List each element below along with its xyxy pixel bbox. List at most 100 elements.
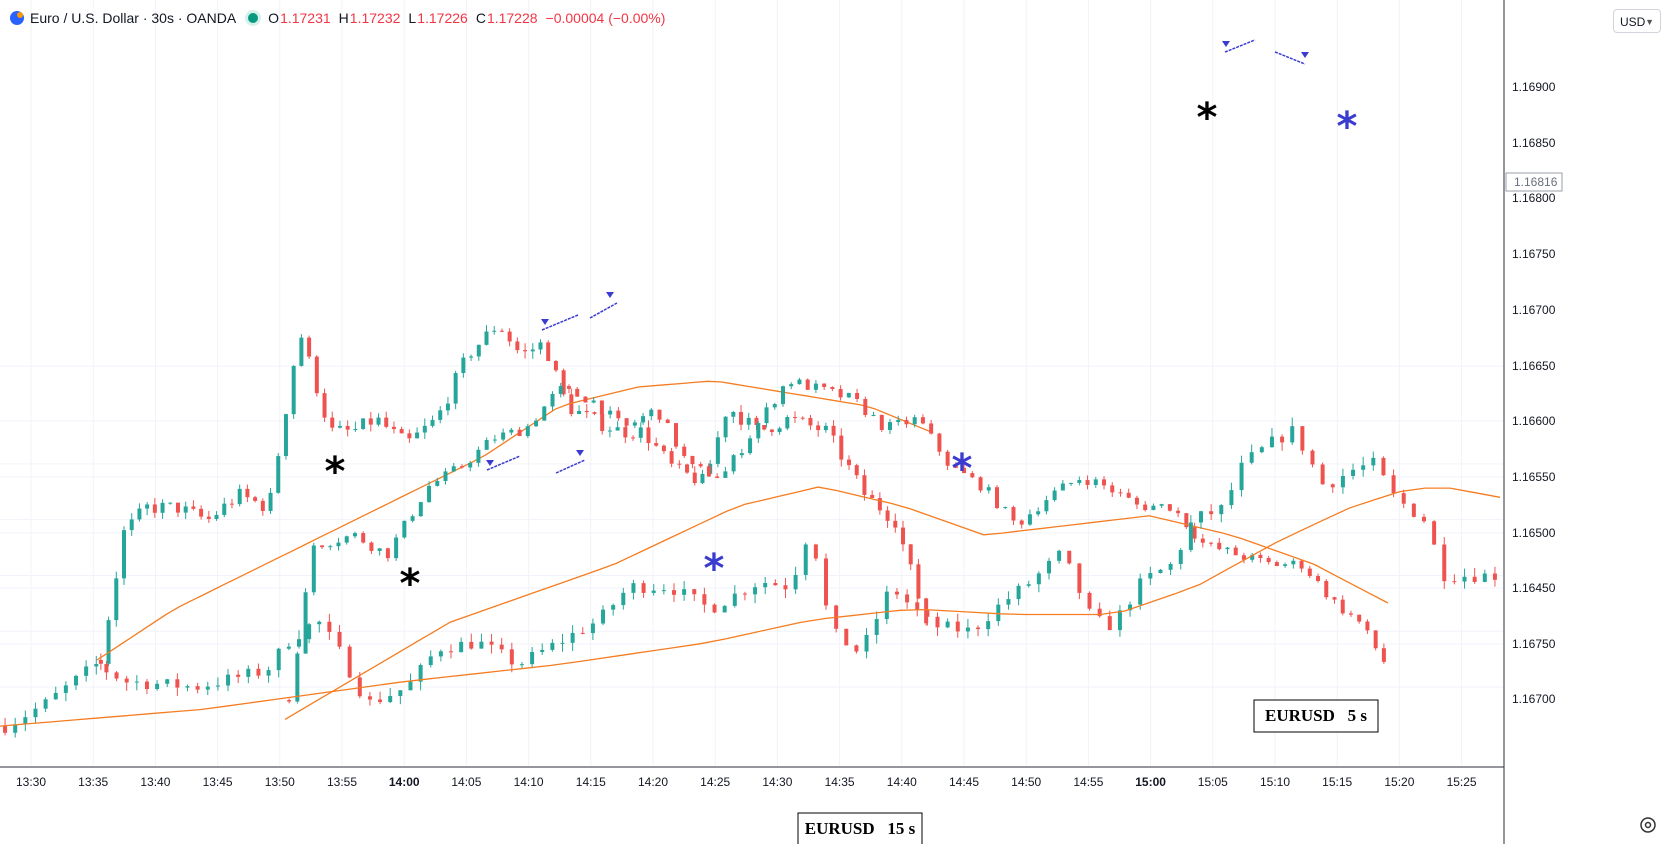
candle <box>1117 610 1122 631</box>
candle <box>1138 578 1143 605</box>
candle <box>962 467 967 474</box>
candle <box>884 591 889 620</box>
candle <box>1348 613 1353 615</box>
candle <box>607 430 612 432</box>
time-axis-label: 14:35 <box>825 775 855 789</box>
chart-panel-eurusd-5s <box>284 377 1389 720</box>
candle <box>459 641 464 653</box>
candle <box>822 383 827 387</box>
candle <box>692 589 697 595</box>
candle <box>1258 554 1263 559</box>
candle <box>904 419 909 425</box>
candle <box>1225 547 1230 550</box>
candle <box>570 632 575 643</box>
candle <box>862 475 867 495</box>
symbol-header: Euro / U.S. Dollar · 30s · OANDA O 1.172… <box>8 8 673 28</box>
candle <box>1093 479 1098 485</box>
candle <box>1097 608 1102 617</box>
trend-arrow-line <box>486 455 521 471</box>
candle <box>1069 482 1074 484</box>
candle <box>601 609 606 624</box>
candle <box>507 331 512 342</box>
symbol-title[interactable]: Euro / U.S. Dollar · 30s · OANDA <box>30 10 237 26</box>
candle <box>599 400 604 415</box>
candle <box>1307 568 1312 577</box>
candle <box>698 464 703 467</box>
candle <box>1003 507 1008 509</box>
candle <box>476 449 481 463</box>
price-axis-label: 1.16500 <box>1512 526 1556 540</box>
overlay-box-15s-label: EURUSD 15 s <box>805 819 916 838</box>
candle <box>715 476 720 478</box>
candle <box>1357 614 1362 622</box>
candle <box>623 427 628 438</box>
price-axis-label: 1.16750 <box>1512 637 1556 651</box>
candle <box>830 386 835 389</box>
candle <box>344 536 349 543</box>
candle <box>246 668 251 677</box>
asterisk-marker-black: * <box>325 449 346 495</box>
candle <box>854 645 859 652</box>
price-axis-label: 1.16800 <box>1512 191 1556 205</box>
candle <box>877 498 882 511</box>
candle <box>407 433 412 439</box>
candle <box>844 628 849 646</box>
candle <box>864 634 869 652</box>
open-label: O <box>268 10 280 26</box>
candle <box>1126 492 1131 498</box>
time-axis-label: 14:55 <box>1073 775 1103 789</box>
candle <box>1373 630 1378 649</box>
candle <box>394 537 399 559</box>
candle <box>33 708 38 718</box>
candle <box>428 656 433 666</box>
candle <box>295 653 300 702</box>
candle <box>824 558 829 606</box>
price-axis-label: 1.16900 <box>1512 80 1556 94</box>
candle <box>1316 576 1321 581</box>
candle <box>1249 452 1254 463</box>
candle <box>152 504 157 513</box>
currency-selector[interactable]: USD ▼ <box>1613 9 1661 33</box>
candle <box>1280 436 1285 443</box>
candle <box>1019 520 1024 525</box>
time-axis-label: 14:40 <box>887 775 917 789</box>
candle <box>53 692 58 700</box>
candle <box>577 410 582 415</box>
candle <box>114 672 119 679</box>
down-arrow-icon <box>486 460 494 466</box>
candle <box>920 417 925 424</box>
candle <box>311 545 316 593</box>
candle <box>1233 547 1238 556</box>
candle <box>638 427 643 438</box>
candle <box>104 664 109 673</box>
candle <box>317 621 322 625</box>
gear-icon[interactable] <box>1637 814 1659 836</box>
moving-average-line <box>96 380 931 661</box>
candle <box>175 502 180 513</box>
candle <box>1332 597 1337 600</box>
low-label: L <box>408 10 417 26</box>
price-axis-label: 1.16600 <box>1512 414 1556 428</box>
candle <box>800 417 805 419</box>
candle <box>408 681 413 691</box>
candle <box>137 508 142 520</box>
axes: 1.16700 1.16750 1.16800 1.16850 1.16900 1.166… <box>0 0 1556 844</box>
candle <box>1159 504 1164 506</box>
candle <box>575 388 580 397</box>
candle <box>641 583 646 593</box>
price-axis-label: 1.16700 <box>1512 692 1556 706</box>
grid <box>0 0 1503 766</box>
candle <box>479 641 484 649</box>
price-axis-label: 1.16850 <box>1512 136 1556 150</box>
candle <box>748 438 753 454</box>
candle <box>1200 538 1205 543</box>
candle <box>430 419 435 426</box>
candle <box>789 384 794 387</box>
candle <box>369 542 374 551</box>
candle <box>538 342 543 350</box>
time-axis-label: 14:10 <box>514 775 544 789</box>
candle <box>484 440 489 450</box>
candle <box>723 471 728 478</box>
candle <box>777 428 782 433</box>
